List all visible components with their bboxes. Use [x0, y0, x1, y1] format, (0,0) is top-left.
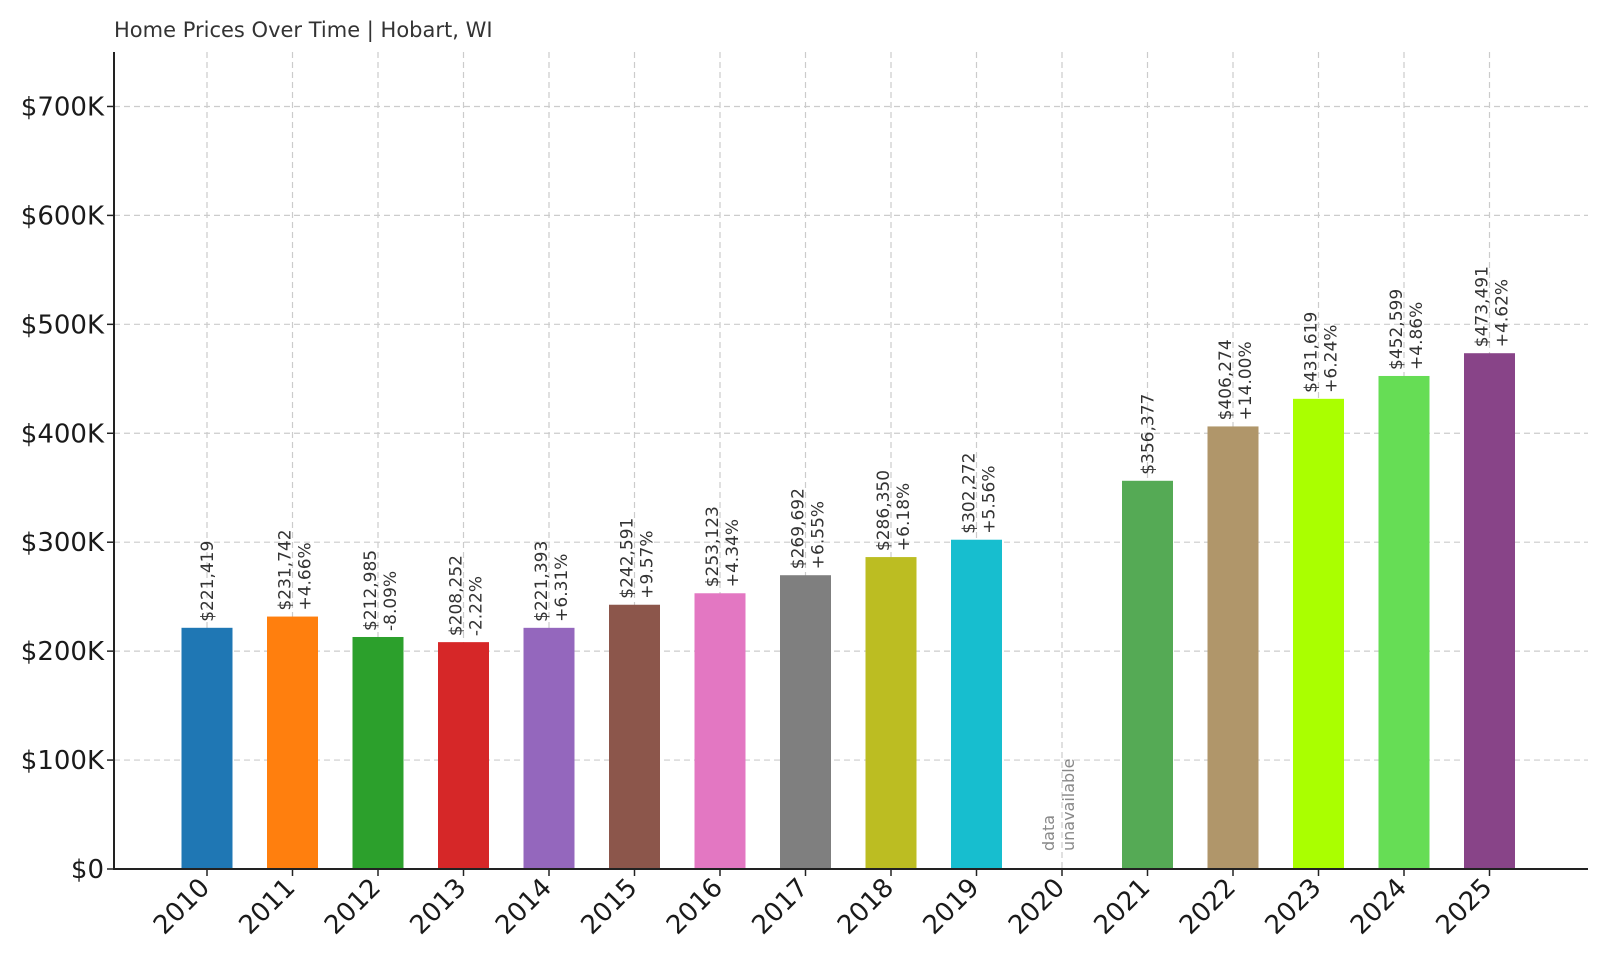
x-tick-label: 2022 [1174, 873, 1242, 941]
bar-2014 [523, 627, 575, 869]
y-tick-label: $200K [21, 637, 105, 667]
bar-change-label: +6.18% [894, 483, 914, 551]
y-tick-label: $300K [21, 528, 105, 558]
chart-title: Home Prices Over Time | Hobart, WI [114, 18, 493, 42]
bar-2021 [1122, 480, 1173, 869]
bar-2011 [267, 616, 318, 869]
y-tick-label: $500K [21, 310, 105, 340]
x-tick-label: 2019 [917, 873, 985, 941]
bar-value-label: $431,619 [1302, 312, 1322, 393]
bar-change-label: +5.56% [980, 465, 1000, 533]
bar-change-label: +4.86% [1407, 302, 1427, 370]
bar-value-label: $302,272 [960, 453, 980, 534]
x-tick-label: 2016 [661, 873, 729, 941]
bar-change-label: +4.66% [296, 542, 316, 610]
bar-value-label: $452,599 [1387, 289, 1407, 370]
bar-change-label: +4.34% [723, 519, 743, 587]
y-tick-label: $0 [71, 855, 104, 885]
x-tick-label: 2010 [148, 873, 216, 941]
bar-value-label: $231,742 [276, 529, 296, 610]
x-tick-label: 2021 [1088, 873, 1156, 941]
y-tick-label: $100K [21, 746, 105, 776]
bar-value-label: $212,985 [361, 550, 381, 631]
bar-2015 [609, 604, 660, 869]
bar-value-label: $221,419 [198, 541, 218, 622]
x-tick-label: 2025 [1430, 873, 1498, 941]
x-tick-label: 2011 [233, 873, 301, 941]
bar-2010 [181, 627, 233, 869]
bar-value-label: $221,393 [532, 541, 552, 622]
bar-value-label: $286,350 [874, 470, 894, 551]
x-tick-label: 2014 [490, 873, 558, 941]
missing-data-label: unavailable [1059, 759, 1078, 852]
bar-change-label: -8.09% [381, 571, 401, 631]
bar-2019 [951, 539, 1002, 869]
bar-change-label: -2.22% [467, 576, 487, 636]
bar-change-label: +6.31% [552, 554, 572, 622]
x-tick-label: 2017 [746, 873, 814, 941]
bar-2024 [1378, 375, 1430, 869]
bar-2013 [438, 642, 489, 869]
bar-value-label: $253,123 [703, 506, 723, 587]
bar-change-label: +14.00% [1236, 341, 1256, 420]
x-tick-label: 2018 [832, 873, 900, 941]
bar-2017 [780, 575, 831, 869]
bar-change-label: +6.24% [1322, 325, 1342, 393]
bar-2016 [694, 593, 746, 869]
bar-change-label: +6.55% [809, 501, 829, 569]
x-tick-label: 2015 [575, 873, 643, 941]
bar-value-label: $356,377 [1139, 394, 1159, 475]
bar-2025 [1464, 353, 1515, 870]
y-tick-label: $600K [21, 201, 105, 231]
bar-value-label: $269,692 [789, 488, 809, 569]
bar-change-label: +4.62% [1493, 279, 1513, 347]
bar-2012 [352, 636, 404, 869]
bar-2023 [1293, 398, 1344, 869]
x-tick-label: 2012 [319, 873, 387, 941]
bar-value-label: $473,491 [1473, 266, 1493, 347]
bar-change-label: +9.57% [638, 530, 658, 598]
missing-data-label: data [1039, 815, 1058, 851]
bar-value-label: $242,591 [618, 518, 638, 599]
bar-2022 [1207, 426, 1259, 869]
x-tick-label: 2020 [1003, 873, 1071, 941]
x-tick-label: 2023 [1259, 873, 1327, 941]
bar-value-label: $208,252 [447, 555, 467, 636]
bar-value-label: $406,274 [1216, 339, 1236, 420]
bar-2018 [865, 557, 917, 869]
y-tick-label: $700K [21, 92, 105, 122]
x-tick-label: 2013 [404, 873, 472, 941]
y-tick-label: $400K [21, 419, 105, 449]
x-tick-label: 2024 [1345, 873, 1413, 941]
